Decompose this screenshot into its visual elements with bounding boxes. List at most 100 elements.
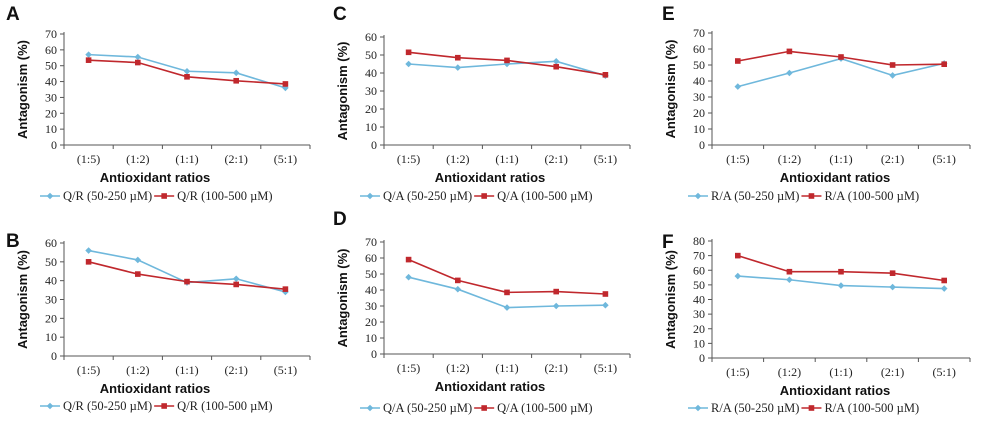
y-tick-label: 70 (365, 235, 377, 249)
legend-item-low: Q/R (50-250 µM) (40, 189, 152, 203)
x-tick-label: (1:1) (175, 363, 198, 377)
legend-marker (161, 403, 167, 409)
legend-label: Q/A (50-250 µM) (383, 189, 472, 203)
x-axis-title: Antioxidant ratios (100, 381, 211, 396)
y-tick-label: 30 (45, 293, 57, 307)
data-point-high (233, 77, 239, 84)
x-tick-label: (1:5) (77, 152, 100, 166)
data-point-high (553, 63, 559, 70)
data-point-low (503, 304, 511, 311)
y-tick-label: 60 (45, 236, 57, 250)
legend-item-high: R/A (100-500 µM) (801, 401, 919, 415)
y-tick-label: 50 (45, 255, 57, 269)
panel-letter: B (6, 231, 20, 252)
data-point-low (405, 60, 412, 68)
x-axis-title: Antioxidant ratios (100, 170, 211, 185)
y-tick-label: 10 (365, 120, 377, 134)
data-point-high (941, 61, 947, 67)
legend-item-low: Q/R (50-250 µM) (40, 399, 152, 413)
data-point-low (282, 288, 289, 296)
legend-item-high: Q/R (100-500 µM) (154, 189, 273, 203)
x-tick-label: (1:1) (495, 361, 518, 375)
legend-label: Q/R (100-500 µM) (177, 399, 272, 413)
x-tick-label: (5:1) (274, 152, 297, 166)
y-tick-label: 70 (693, 26, 705, 40)
y-tick-label: 10 (45, 122, 57, 136)
series-line-high (737, 254, 945, 282)
x-tick-label: (1:2) (778, 365, 801, 379)
data-point-high (941, 277, 947, 284)
y-axis-title: Antagonism (%) (663, 250, 678, 349)
data-point-low (552, 302, 560, 310)
x-tick-label: (1:5) (397, 361, 420, 375)
data-point-high (504, 57, 510, 64)
y-tick-label: 70 (693, 249, 705, 263)
x-tick-label: (1:5) (726, 152, 749, 166)
data-point-high (135, 59, 141, 66)
legend: Q/A (50-250 µM) Q/A (100-500 µM) (360, 401, 593, 415)
y-tick-label: 20 (693, 106, 705, 120)
data-point-high (735, 58, 741, 64)
x-tick-label: (2:1) (881, 152, 904, 166)
y-tick-label: 30 (693, 307, 705, 321)
y-tick-label: 30 (693, 90, 705, 104)
data-point-low (232, 69, 240, 77)
legend-label: R/A (50-250 µM) (711, 401, 799, 415)
y-tick-label: 50 (45, 59, 57, 73)
data-point-high (838, 268, 844, 275)
y-axis-title: Antagonism (%) (663, 40, 678, 139)
data-point-low (837, 282, 845, 289)
x-tick-label: (1:1) (829, 365, 852, 379)
legend-item-high: Q/R (100-500 µM) (154, 399, 273, 413)
x-tick-label: (5:1) (933, 365, 956, 379)
legend-marker (694, 404, 702, 412)
y-tick-label: 20 (365, 102, 377, 116)
legend-item-low: Q/A (50-250 µM) (360, 189, 472, 203)
x-tick-label: (2:1) (225, 152, 248, 166)
x-axis-title: Antioxidant ratios (435, 170, 546, 185)
y-axis-title: Antagonism (%) (15, 40, 30, 139)
chart-panel-d: D 0 10 20 30 40 50 60 70 (1:5) (1:2) (1:1) (2:1) (5:1… (333, 209, 631, 415)
data-point-low (786, 69, 793, 77)
legend-label: R/A (100-500 µM) (824, 401, 919, 415)
y-axis-title: Antagonism (%) (335, 42, 350, 141)
panel-letter: D (333, 209, 347, 230)
data-point-high (602, 291, 609, 297)
legend-marker (481, 193, 487, 199)
series-line-low (737, 57, 945, 88)
y-tick-label: 10 (45, 330, 57, 344)
legend-item-low: R/A (50-250 µM) (688, 401, 799, 415)
x-tick-label: (1:1) (495, 152, 518, 166)
y-tick-label: 0 (51, 349, 57, 363)
data-point-low (940, 285, 948, 292)
y-tick-label: 40 (45, 274, 57, 288)
data-point-high (85, 259, 92, 265)
data-point-high (889, 62, 896, 68)
panel-letter: F (662, 232, 674, 253)
legend: Q/R (50-250 µM) Q/R (100-500 µM) (40, 189, 273, 203)
data-point-low (734, 272, 742, 280)
data-point-high (135, 271, 141, 277)
legend-marker (366, 404, 374, 412)
y-tick-label: 40 (693, 74, 705, 88)
y-tick-label: 60 (693, 42, 705, 56)
x-tick-label: (1:1) (829, 152, 852, 166)
x-tick-label: (5:1) (933, 152, 956, 166)
y-tick-label: 0 (51, 138, 57, 152)
x-tick-label: (1:2) (446, 361, 469, 375)
y-tick-label: 30 (45, 90, 57, 104)
y-tick-label: 50 (693, 278, 705, 292)
x-tick-label: (1:5) (726, 365, 749, 379)
legend-marker (46, 192, 54, 200)
legend-label: Q/A (100-500 µM) (497, 401, 592, 415)
y-tick-label: 80 (693, 234, 705, 248)
x-tick-label: (2:1) (545, 361, 568, 375)
series-line-high (408, 258, 606, 295)
legend-label: Q/A (50-250 µM) (383, 401, 472, 415)
x-tick-label: (1:2) (126, 363, 149, 377)
x-tick-label: (1:2) (778, 152, 801, 166)
data-point-high (504, 289, 510, 296)
data-point-low (889, 72, 896, 79)
